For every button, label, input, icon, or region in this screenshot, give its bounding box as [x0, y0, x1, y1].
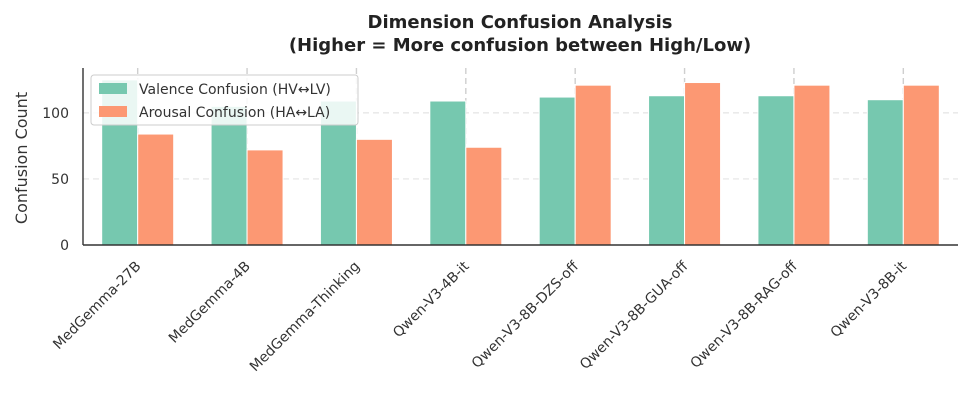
bars-layer [101, 79, 940, 246]
bar-arousal [355, 138, 393, 246]
x-tick-label: Qwen-V3-4B-it [390, 258, 473, 341]
bar-arousal [902, 84, 940, 246]
bar-valence [538, 96, 576, 246]
bar-arousal [574, 84, 612, 246]
y-tick-label: 0 [60, 238, 69, 254]
x-tick-label: Qwen-V3-8B-RAG-off [688, 258, 801, 371]
axes-layer [82, 68, 958, 246]
legend-box [90, 74, 359, 126]
legend-label-arousal: Arousal Confusion (HA↔LA) [139, 105, 330, 121]
legend-swatch-arousal [99, 106, 127, 117]
x-tick-label: Qwen-V3-8B-DZS-off [469, 258, 582, 371]
bar-valence [648, 95, 686, 246]
bar-arousal [684, 82, 722, 246]
x-tick-label: MedGemma-Thinking [247, 259, 363, 375]
chart-title: Dimension Confusion Analysis [368, 12, 673, 33]
bar-arousal [137, 133, 175, 246]
x-tick-label: Qwen-V3-8B-it [828, 258, 911, 341]
bar-valence [866, 99, 904, 246]
y-tick-label: 100 [42, 106, 69, 122]
y-tick-label: 50 [51, 172, 69, 188]
bar-arousal [246, 149, 284, 246]
bar-valence [429, 100, 467, 246]
bar-valence [210, 105, 248, 246]
bar-arousal [793, 84, 831, 246]
x-tick-label: MedGemma-27B [50, 259, 144, 353]
y-axis-label: Confusion Count [12, 92, 31, 224]
x-tick-label: MedGemma-4B [166, 259, 254, 347]
legend-label-valence: Valence Confusion (HV↔LV) [139, 82, 331, 98]
bar-arousal [465, 146, 503, 246]
chart-subtitle: (Higher = More confusion between High/Lo… [289, 35, 751, 56]
x-tick-label: Qwen-V3-8B-GUA-off [577, 258, 692, 373]
bar-valence [757, 95, 795, 246]
legend-swatch-valence [99, 83, 127, 94]
legend: Valence Confusion (HV↔LV) Arousal Confusi… [90, 74, 359, 126]
